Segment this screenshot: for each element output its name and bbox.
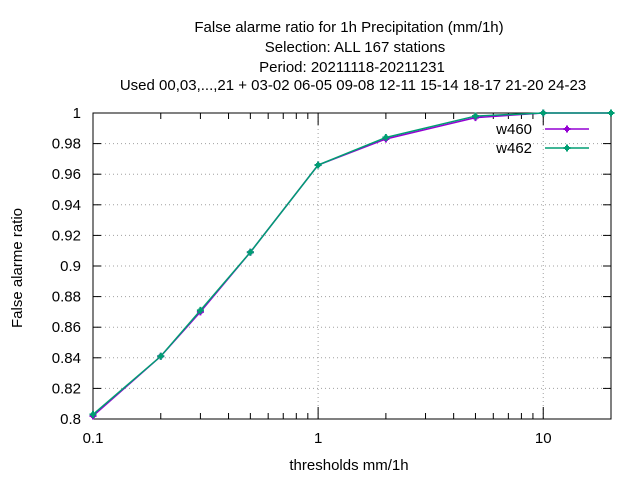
y-tick-label: 0.96 — [52, 166, 81, 183]
series-line-w460 — [92, 112, 611, 417]
marker-center — [565, 146, 569, 150]
marker-center — [383, 135, 388, 140]
marker-center — [158, 354, 163, 359]
marker-center — [541, 111, 546, 115]
marker-center — [248, 250, 253, 255]
legend-label-w460: w460 — [495, 121, 532, 138]
y-tick-label: 0.8 — [60, 411, 81, 428]
y-tick-label: 1 — [73, 105, 81, 122]
chart-title-line-1: False alarme ratio for 1h Precipitation … — [194, 19, 503, 36]
data-point-w462 — [89, 410, 97, 418]
x-tick-label: 0.1 — [83, 430, 104, 447]
chart-title-line-3: Period: 20211118-20211231 — [259, 59, 445, 76]
data-point-w462 — [196, 306, 204, 314]
y-tick-label: 0.98 — [52, 136, 81, 153]
axes: 0.80.820.840.860.880.90.920.940.960.9810… — [52, 105, 612, 447]
y-axis-label: False alarme ratio — [9, 208, 26, 328]
series-line-w462 — [92, 112, 611, 415]
marker-center — [91, 412, 95, 417]
x-tick-label: 10 — [535, 430, 552, 447]
marker-center — [198, 308, 203, 313]
x-axis-label: thresholds mm/1h — [289, 457, 408, 474]
data-point-w462 — [539, 109, 547, 117]
legend-marker-w462 — [563, 144, 571, 152]
y-tick-label: 0.82 — [52, 380, 81, 397]
chart-title-line-4: Used 00,03,...,21 + 03-02 06-05 09-08 12… — [120, 77, 586, 94]
y-tick-label: 0.88 — [52, 289, 81, 306]
data-point-w462 — [314, 161, 322, 169]
data-point-w462 — [471, 112, 479, 120]
data-point-w462 — [157, 352, 165, 360]
y-tick-label: 0.84 — [52, 350, 81, 367]
marker-center — [609, 111, 613, 115]
marker-center — [473, 114, 478, 119]
marker-center — [565, 127, 569, 131]
y-tick-label: 0.92 — [52, 227, 81, 244]
chart-title-line-2: Selection: ALL 167 stations — [265, 39, 445, 56]
data-point-w462 — [246, 248, 254, 256]
y-tick-label: 0.9 — [60, 258, 81, 275]
legend-label-w462: w462 — [495, 140, 532, 157]
marker-center — [316, 163, 321, 168]
x-tick-label: 1 — [314, 430, 322, 447]
y-tick-label: 0.94 — [52, 197, 81, 214]
data-point-w462 — [607, 109, 615, 117]
chart-title: False alarme ratio for 1h Precipitation … — [120, 19, 586, 94]
legend: w460 w462 — [495, 121, 589, 157]
data-point-w462 — [382, 133, 390, 141]
grid — [93, 113, 611, 419]
y-tick-label: 0.86 — [52, 319, 81, 336]
plot-border — [92, 112, 612, 420]
series-group — [89, 109, 615, 420]
legend-marker-w460 — [563, 125, 571, 133]
